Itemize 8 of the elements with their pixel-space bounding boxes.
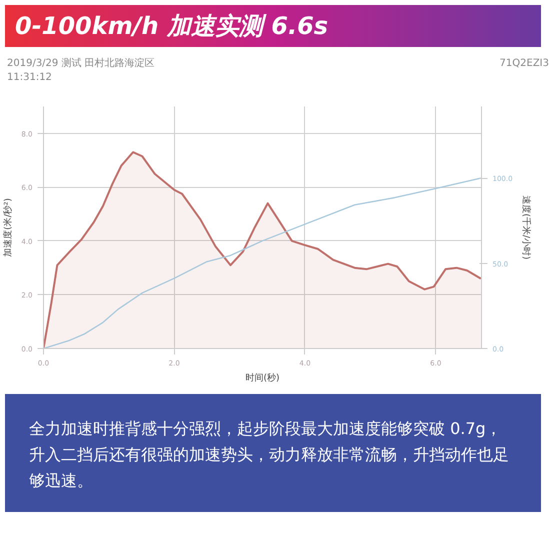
text: 2019/3/29 测试 田村北路海淀区 (7, 58, 155, 69)
text: 全力加速时推背感十分强烈，起步阶段最大加速度能够突破 0.7g，升入二挡后还有很强的加速势头，动力释放非常流畅，升挡动作也足够迅速。 (29, 418, 510, 492)
y-axis-title: 加速度(米/秒²) (2, 198, 14, 257)
chart-title: 0-100km/h 加速实测 6.6s (15, 11, 328, 42)
x-axis-title: 时间(秒) (245, 372, 280, 384)
text: 11:31:12 (7, 72, 52, 84)
text: 71Q2EZI3 (500, 57, 549, 71)
y2-axis-title: 速度(千米/小时) (520, 195, 532, 260)
